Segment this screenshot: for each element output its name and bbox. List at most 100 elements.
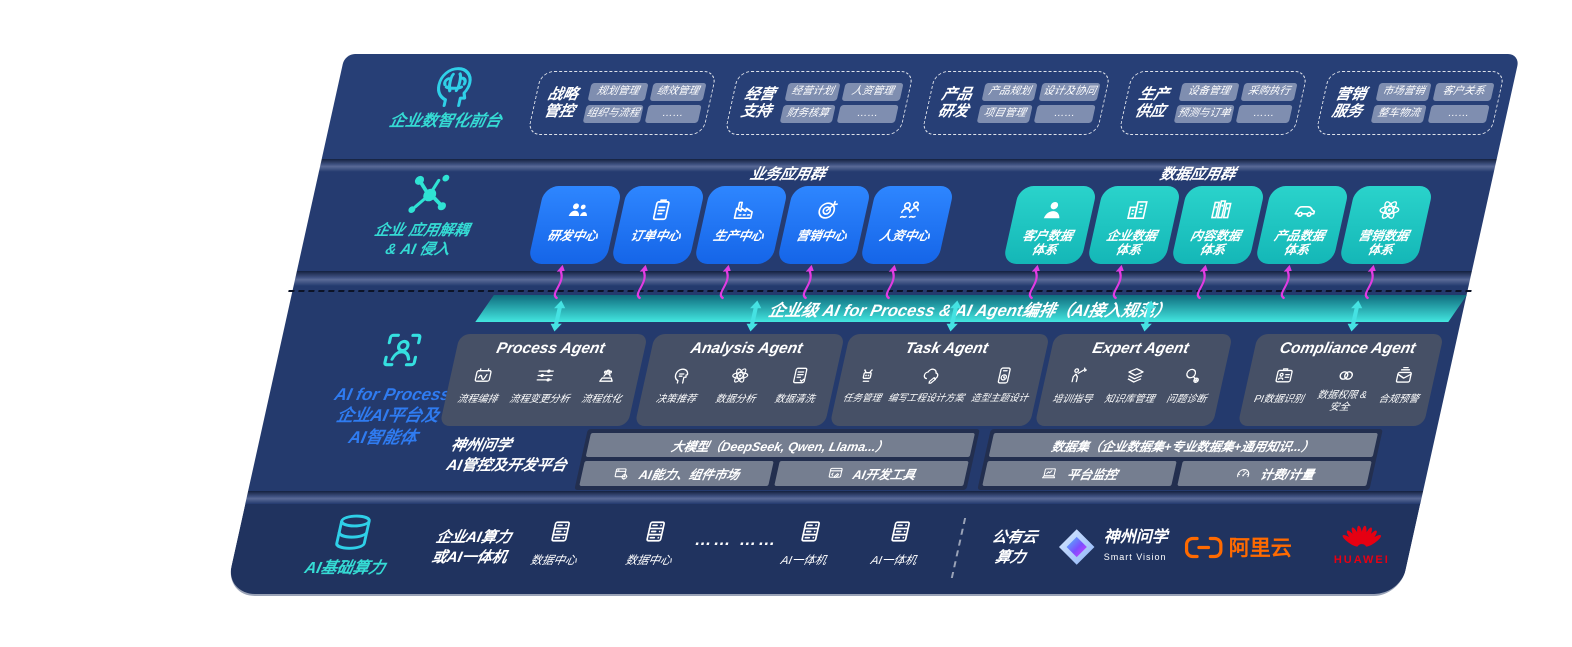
model-platform-box: 大模型（DeepSeek, Qwen, Llama...） AI能力、组件市场 … xyxy=(574,429,980,490)
group-name: 经营 xyxy=(743,85,777,103)
group-production-supply: 生产 供应 设备管理 采购执行 预测与订单 …… xyxy=(1118,71,1309,135)
billing-cell: 计费/计量 xyxy=(1177,461,1372,486)
module-chip: …… xyxy=(1427,105,1490,123)
process-agent-box: Process Agent 流程编排 流程变更分析 流程优化 xyxy=(439,334,648,426)
tile-customer-data: 客户数据 体系 xyxy=(1002,186,1098,264)
optimize-icon xyxy=(594,365,620,386)
app-layer-label-2: & AI 侵入 xyxy=(383,240,452,258)
divider-dashed xyxy=(950,518,967,578)
module-chip: 绩效管理 xyxy=(649,83,707,101)
front-office-band: 企业数智化前台 战略 管控 规划管理 绩效管理 组织与流程 …… 经营 支持 经营计… xyxy=(321,54,1520,159)
ai-market-cell: AI能力、组件市场 xyxy=(579,461,774,486)
vendor-huawei: HUAWEI xyxy=(1317,518,1407,566)
permission-icon xyxy=(1334,365,1360,386)
ai-appliance-node: AI一体机 xyxy=(762,518,853,568)
id-card-icon xyxy=(1271,365,1297,386)
server-icon xyxy=(794,518,827,545)
ai-layer-label-3: AI智能体 xyxy=(346,427,420,447)
tablet-design-icon xyxy=(992,365,1018,386)
workflow-icon xyxy=(470,365,496,386)
monitor-icon xyxy=(1040,465,1061,482)
module-chip: 设备管理 xyxy=(1178,83,1239,101)
module-chip: 整车物流 xyxy=(1370,105,1427,123)
front-office-groups: 战略 管控 规划管理 绩效管理 组织与流程 …… 经营 支持 经营计划 人资管理 财… xyxy=(527,71,1506,135)
module-chip: 规划管理 xyxy=(587,83,648,101)
person-icon xyxy=(1038,197,1070,223)
people-icon xyxy=(563,197,595,223)
module-chip: 预测与订单 xyxy=(1173,105,1235,123)
scan-person-icon xyxy=(376,328,430,372)
dataset-platform-box: 数据集（企业数据集+专业数据集+通用知识...） 平台监控 计费/计量 xyxy=(977,429,1383,490)
group-name: 营销 xyxy=(1334,85,1368,103)
module-chip: …… xyxy=(1235,105,1293,123)
group-marketing-service: 营销 服务 市场营销 客户关系 整车物流 …… xyxy=(1315,71,1506,135)
team-icon xyxy=(895,197,927,223)
group-name: 战略 xyxy=(546,85,580,103)
tile-enterprise-data: 企业数据 体系 xyxy=(1086,186,1182,264)
devtools-cell: AI开发工具 xyxy=(774,461,969,486)
decision-icon xyxy=(669,365,695,386)
target-icon xyxy=(812,197,844,223)
molecule-icon xyxy=(397,168,463,222)
training-icon xyxy=(1065,365,1091,386)
atom-icon xyxy=(728,365,754,386)
tile-marketing-data: 营销数据 体系 xyxy=(1338,186,1434,264)
gauge-icon xyxy=(1233,465,1254,482)
huawei-logo xyxy=(1342,518,1382,553)
task-grid-icon xyxy=(854,365,880,386)
tile-content-data: 内容数据 体系 xyxy=(1170,186,1266,264)
module-chip: 经营计划 xyxy=(784,83,841,101)
server-icon xyxy=(639,518,672,545)
ai-appliance-node: AI一体机 xyxy=(852,518,943,568)
datacenter-node: 数据中心 xyxy=(607,518,698,568)
module-chip: …… xyxy=(836,105,899,123)
vendor-aliyun: 阿里云 xyxy=(1184,532,1304,562)
public-cloud-label: 公有云 算力 xyxy=(990,529,1040,566)
alert-mail-icon xyxy=(1391,365,1417,386)
dataset-box-header: 数据集（企业数据集+专业数据集+通用知识...） xyxy=(988,433,1378,457)
vendor-smartvision: 神州问学 Smart Vision xyxy=(1058,528,1194,566)
app-layer-header: 企业 应用解耦 & AI 侵入 xyxy=(329,168,521,260)
module-chip: 人资管理 xyxy=(841,83,904,101)
books-icon xyxy=(1206,197,1238,223)
app-layer-band: 企业 应用解耦 & AI 侵入 业务应用群 数据应用群 研发中心 订单中心 生产… xyxy=(296,166,1494,271)
task-agent-box: Task Agent 任务管理 编写工程设计方案 造型主题设计 xyxy=(829,334,1050,426)
module-chip: 采购执行 xyxy=(1240,83,1298,101)
tile-hr-center: 人资中心 xyxy=(859,186,955,264)
analysis-agent-box: Analysis Agent 决策推荐 数据分析 数据清洗 xyxy=(634,334,845,426)
business-tile-row: 研发中心 订单中心 生产中心 营销中心 人资中心 xyxy=(527,186,955,264)
module-chip: 财务核算 xyxy=(779,105,836,123)
atom-icon xyxy=(1374,197,1406,223)
module-chip: 产品规划 xyxy=(981,83,1038,101)
orchestration-bar-text: 企业级 AI for Process & AI Agent编排（AI接入规范） xyxy=(767,301,1174,320)
data-tile-row: 客户数据 体系 企业数据 体系 内容数据 体系 产品数据 体系 营销数据 体系 xyxy=(1002,186,1434,264)
car-icon xyxy=(1290,197,1322,223)
architecture-panel: 企业数智化前台 战略 管控 规划管理 绩效管理 组织与流程 …… 经营 支持 经营计… xyxy=(224,54,1520,596)
module-chip: 市场营销 xyxy=(1375,83,1432,101)
smartvision-logo xyxy=(1058,528,1096,566)
tile-product-data: 产品数据 体系 xyxy=(1254,186,1350,264)
module-chip: 客户关系 xyxy=(1432,83,1495,101)
monitor-cell: 平台监控 xyxy=(982,461,1177,486)
group-strategy: 战略 管控 规划管理 绩效管理 组织与流程 …… xyxy=(527,71,718,135)
ai-layer-label-2: 企业AI平台及 xyxy=(334,406,441,426)
diagnose-icon xyxy=(1179,365,1205,386)
infra-band: AI基础算力 企业AI算力 或AI一体机 数据中心 数据中心 …… …… AI一… xyxy=(224,504,1421,596)
front-office-label: 企业数智化前台 xyxy=(387,113,504,130)
cloud-design-icon xyxy=(918,365,944,386)
document-icon xyxy=(787,365,813,386)
module-chip: 项目管理 xyxy=(976,105,1033,123)
sliders-icon xyxy=(532,365,558,386)
server-icon xyxy=(544,518,577,545)
aliyun-logo xyxy=(1184,535,1224,560)
knowledge-layers-icon xyxy=(1122,365,1148,386)
server-icon xyxy=(884,518,917,545)
group-operation: 经营 支持 经营计划 人资管理 财务核算 …… xyxy=(724,71,915,135)
building-icon xyxy=(1122,197,1154,223)
database-icon xyxy=(326,510,380,554)
group-name: 生产 xyxy=(1137,85,1171,103)
ai-layer-band: 企业级 AI for Process & AI Agent编排（AI接入规范） … xyxy=(248,286,1472,491)
brain-icon xyxy=(422,60,486,112)
front-office-header: 企业数智化前台 xyxy=(356,60,547,132)
devtools-icon xyxy=(825,465,846,482)
